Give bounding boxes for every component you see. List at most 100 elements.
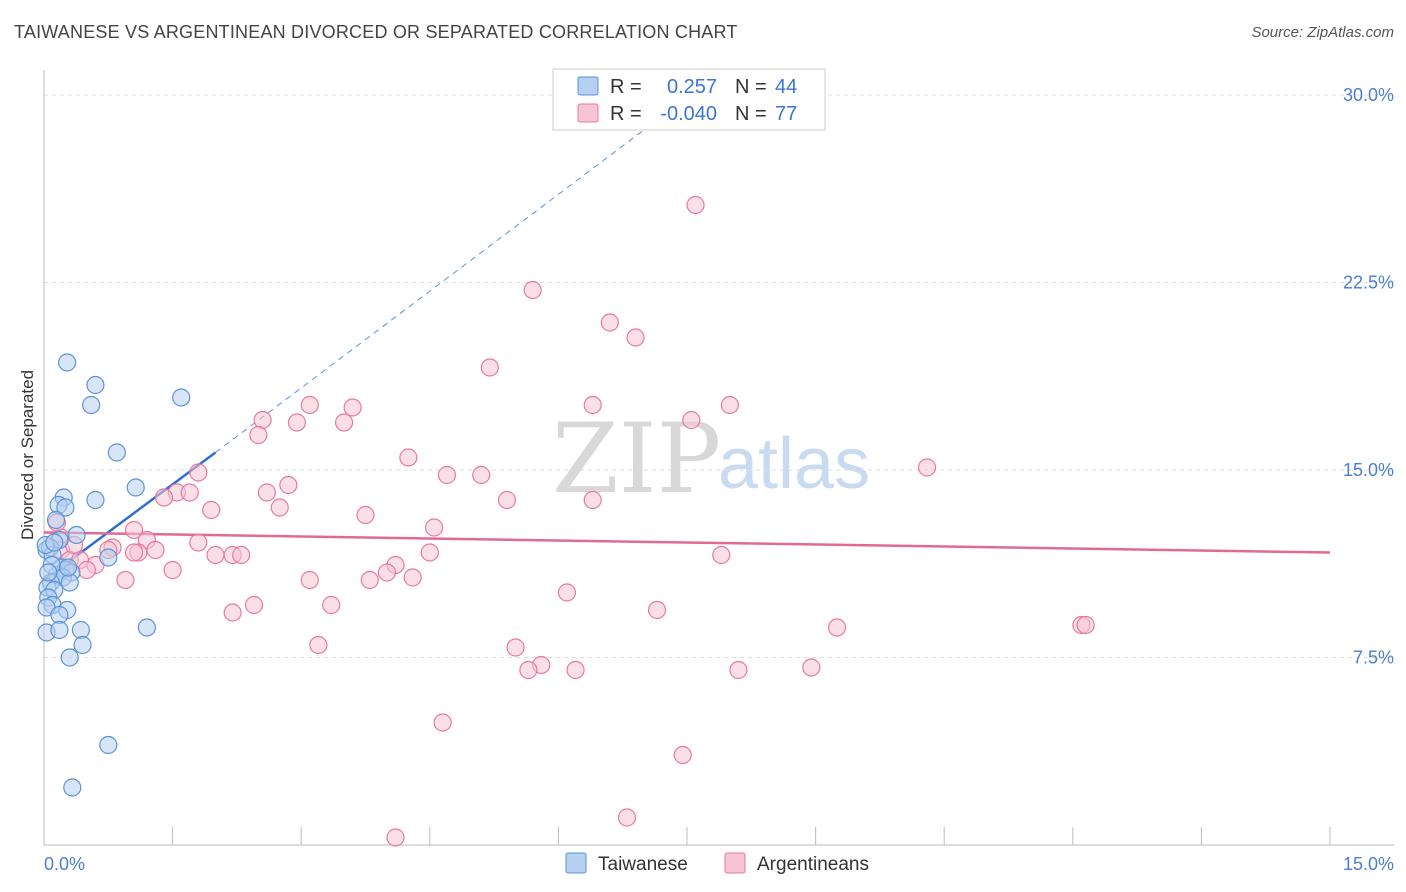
point-argentineans — [334, 413, 354, 432]
point-argentineans — [206, 545, 225, 565]
point-argentineans — [917, 458, 937, 477]
bottom-legend-taiwanese: Taiwanese — [598, 854, 688, 875]
point-argentineans — [673, 745, 692, 765]
point-argentineans — [720, 395, 739, 415]
x-tick-label-min: 0.0% — [44, 854, 85, 874]
point-argentineans — [827, 618, 847, 637]
bottom-legend-argentineans: Argentineans — [757, 854, 869, 875]
point-argentineans — [523, 280, 542, 300]
point-taiwanese — [67, 525, 86, 545]
y-tick-label: 15.0% — [1343, 460, 1394, 480]
point-argentineans — [300, 395, 319, 415]
point-argentineans — [202, 500, 221, 520]
point-taiwanese — [50, 620, 69, 640]
point-taiwanese — [60, 573, 79, 592]
point-argentineans — [232, 545, 251, 565]
point-argentineans — [729, 660, 748, 680]
point-taiwanese — [99, 548, 118, 567]
point-taiwanese — [86, 490, 105, 510]
legend-r-label-2: R = — [610, 103, 642, 125]
point-argentineans — [270, 498, 289, 517]
bottom-legend-swatch-argentineans — [724, 852, 746, 874]
source-label: Source: ZipAtlas.com — [1251, 24, 1394, 41]
point-taiwanese — [58, 558, 78, 577]
point-argentineans — [506, 638, 525, 657]
point-argentineans — [287, 413, 307, 432]
point-argentineans — [146, 540, 165, 560]
point-argentineans — [566, 660, 585, 680]
point-argentineans — [617, 808, 637, 827]
legend-n-label-2: N = — [735, 103, 767, 125]
y-axis-title: Divorced or Separated — [18, 370, 37, 540]
point-argentineans — [437, 465, 457, 485]
point-argentineans — [647, 600, 667, 620]
chart-title: TAIWANESE VS ARGENTINEAN DIVORCED OR SEP… — [14, 22, 738, 42]
point-taiwanese — [86, 375, 105, 395]
point-argentineans — [386, 828, 405, 847]
point-taiwanese — [73, 635, 92, 655]
legend-r-value-1: 0.257 — [667, 76, 717, 98]
point-argentineans — [600, 313, 619, 332]
point-argentineans — [343, 398, 362, 417]
point-argentineans — [309, 635, 328, 655]
point-taiwanese — [63, 778, 82, 797]
point-taiwanese — [82, 395, 101, 415]
trend-line-taiwanese-extension — [215, 97, 688, 453]
point-argentineans — [322, 595, 341, 615]
x-tick-label-max: 15.0% — [1343, 854, 1394, 874]
point-argentineans — [180, 483, 199, 502]
point-argentineans — [1076, 615, 1095, 635]
point-taiwanese — [58, 353, 77, 372]
point-taiwanese — [107, 443, 126, 462]
trend-line-argentineans — [43, 531, 1331, 554]
point-argentineans — [472, 465, 491, 485]
point-argentineans — [124, 520, 144, 540]
point-argentineans — [403, 568, 422, 587]
point-argentineans — [360, 570, 379, 590]
point-argentineans — [583, 490, 602, 510]
point-argentineans — [497, 490, 517, 510]
point-taiwanese — [126, 478, 145, 497]
legend-n-label-1: N = — [735, 76, 767, 98]
gridlines — [44, 94, 1394, 658]
point-argentineans — [356, 505, 375, 525]
series-taiwanese — [36, 353, 191, 797]
legend-n-value-2: 77 — [775, 103, 797, 125]
point-taiwanese — [99, 735, 118, 755]
point-taiwanese — [46, 510, 66, 530]
y-tick-label: 22.5% — [1343, 273, 1394, 293]
point-taiwanese — [137, 618, 156, 637]
point-taiwanese — [172, 388, 191, 407]
point-argentineans — [154, 488, 174, 507]
point-argentineans — [244, 595, 264, 615]
point-argentineans — [557, 583, 577, 602]
legend-n-value-1: 44 — [775, 76, 797, 98]
point-argentineans — [519, 660, 538, 680]
point-argentineans — [377, 563, 397, 582]
point-taiwanese — [45, 533, 64, 552]
legend-swatch-taiwanese — [577, 76, 599, 96]
point-argentineans — [712, 545, 731, 565]
point-argentineans — [583, 395, 602, 415]
point-argentineans — [189, 463, 208, 482]
point-argentineans — [279, 475, 298, 495]
series-argentineans — [47, 195, 1095, 847]
point-argentineans — [420, 543, 439, 562]
point-taiwanese — [39, 563, 58, 582]
point-argentineans — [253, 410, 272, 430]
point-argentineans — [124, 543, 144, 562]
point-taiwanese — [56, 498, 75, 517]
point-argentineans — [682, 410, 701, 430]
y-tick-labels: 7.5% 15.0% 22.5% 30.0% — [1343, 85, 1394, 668]
point-argentineans — [116, 570, 135, 590]
y-tick-label: 30.0% — [1343, 85, 1394, 105]
point-argentineans — [433, 713, 452, 732]
point-argentineans — [223, 603, 242, 622]
correlation-legend: R = 0.257 N = 44 R = -0.040 N = 77 — [552, 68, 826, 131]
point-argentineans — [399, 448, 418, 467]
axes — [43, 70, 1394, 846]
point-argentineans — [163, 560, 182, 580]
point-argentineans — [257, 483, 277, 502]
legend-swatch-argentineans — [577, 103, 599, 123]
y-tick-label: 7.5% — [1353, 648, 1394, 668]
